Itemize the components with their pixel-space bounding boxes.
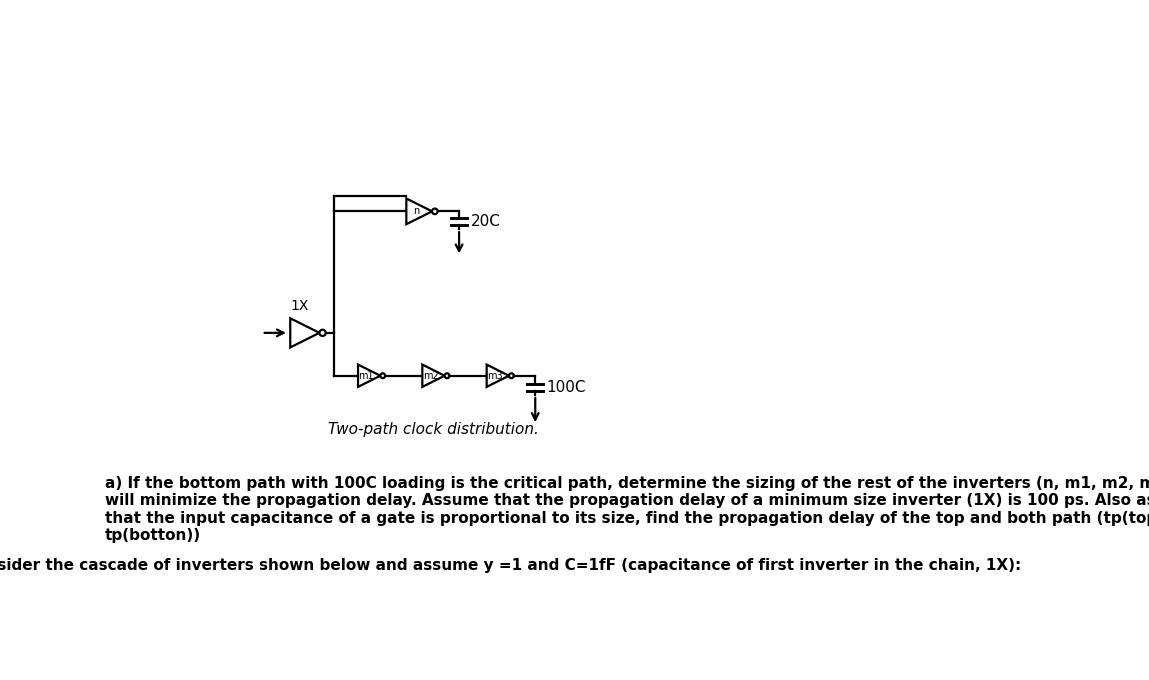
Polygon shape <box>423 364 445 387</box>
Polygon shape <box>358 364 380 387</box>
Circle shape <box>380 373 385 378</box>
Text: 100C: 100C <box>547 380 586 395</box>
Text: m1: m1 <box>358 371 375 381</box>
Text: m2: m2 <box>423 371 439 381</box>
Text: 1X: 1X <box>291 299 309 313</box>
Text: n: n <box>412 206 419 216</box>
Circle shape <box>509 373 514 378</box>
Text: m3: m3 <box>487 371 503 381</box>
Text: 20C: 20C <box>471 214 501 229</box>
Text: Consider the cascade of inverters shown below and assume y =1 and C=1fF (capacit: Consider the cascade of inverters shown … <box>0 558 1021 573</box>
Circle shape <box>319 330 325 336</box>
Text: a) If the bottom path with 100C loading is the critical path, determine the sizi: a) If the bottom path with 100C loading … <box>105 476 1149 543</box>
Polygon shape <box>291 318 319 347</box>
Text: Two-path clock distribution.: Two-path clock distribution. <box>329 422 539 437</box>
Polygon shape <box>407 199 432 224</box>
Polygon shape <box>487 364 509 387</box>
Circle shape <box>432 209 438 214</box>
Circle shape <box>445 373 449 378</box>
